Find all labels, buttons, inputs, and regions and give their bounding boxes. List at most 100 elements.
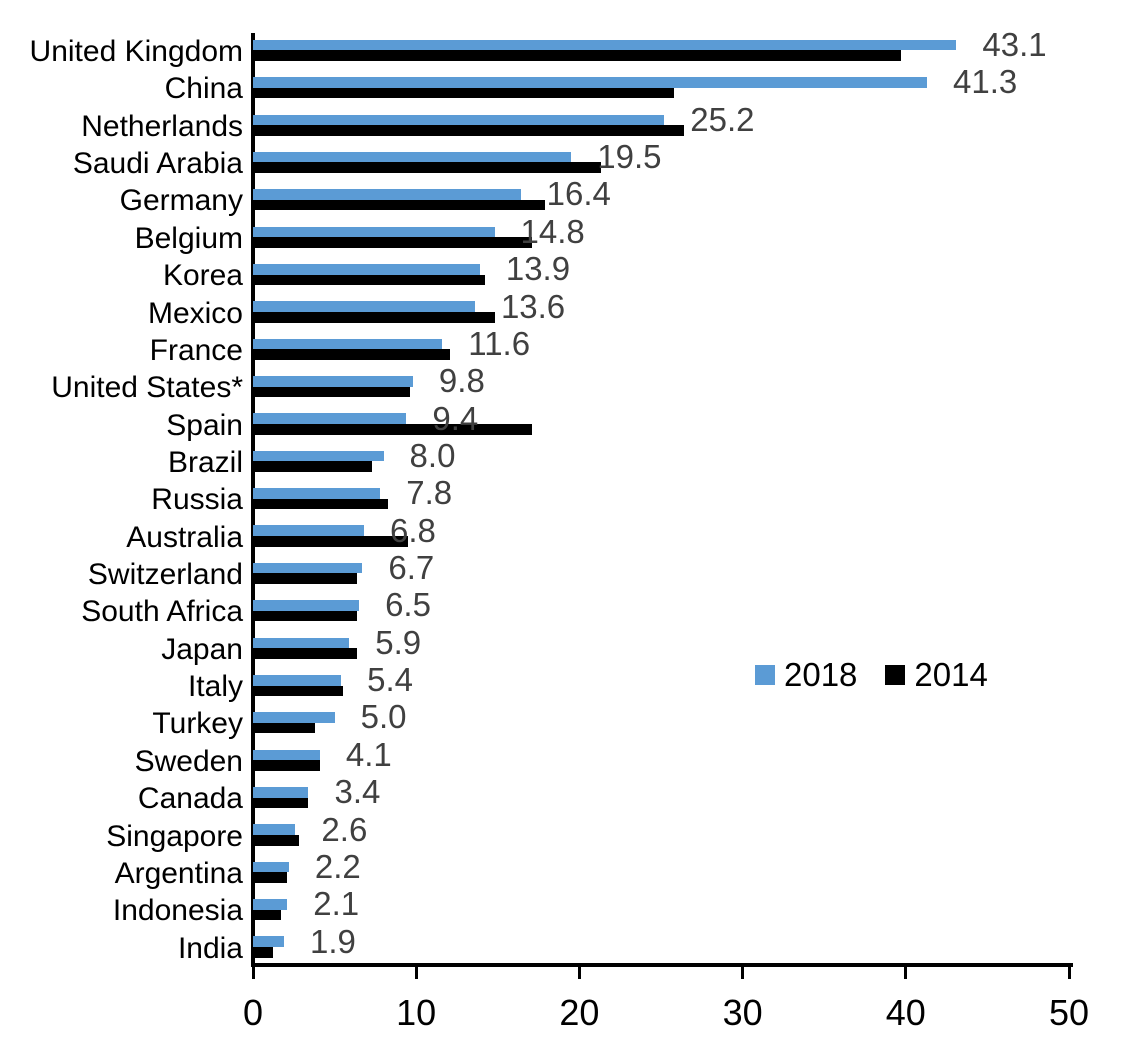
data-label: 2.1: [313, 885, 360, 923]
bar-2014: [253, 386, 410, 398]
bar-2014: [253, 909, 281, 921]
x-axis-tick-label: 0: [242, 992, 264, 1033]
data-label: 6.8: [389, 511, 436, 549]
bar-2018: [253, 600, 360, 611]
bar-2014: [253, 423, 533, 435]
bar-row: 5.9: [253, 624, 1069, 668]
bar-2014: [253, 797, 309, 809]
x-axis-tick: [577, 967, 581, 979]
bar-2014: [253, 349, 451, 360]
plot-area: 43.1 41.3 25.2 19.5 16.4 14.8 13.9 13.6 11.6 9.8 9…: [253, 27, 1069, 967]
bar-2018: [253, 263, 480, 275]
bar-2014: [253, 162, 601, 174]
bar-2018: [253, 39, 957, 51]
bar-2014: [253, 199, 546, 211]
category-label: Mexico: [147, 296, 243, 330]
data-label: 16.4: [546, 175, 611, 213]
category-label: France: [149, 333, 243, 367]
bar-2018: [253, 674, 342, 686]
category-label: Brazil: [167, 445, 243, 479]
data-label: 2.6: [321, 810, 368, 848]
bar-row: 2.2: [253, 848, 1069, 892]
bar-2014: [253, 834, 299, 846]
category-label: Germany: [119, 184, 243, 218]
bar-row: 6.5: [253, 587, 1069, 630]
bar-row: 1.9: [253, 923, 1069, 967]
x-axis-tick: [251, 967, 255, 979]
bar-2014: [253, 947, 273, 958]
category-label: Saudi Arabia: [72, 147, 243, 181]
bar-row: 25.2: [253, 101, 1069, 145]
bar-row: 16.4: [253, 176, 1069, 219]
bar-2014: [253, 610, 358, 622]
bar-row: 6.8: [253, 512, 1069, 556]
category-label: Russia: [151, 483, 243, 517]
bar-row: 7.8: [253, 475, 1069, 518]
bar-2018: [253, 824, 296, 835]
data-label: 5.4: [367, 661, 413, 699]
x-axis-tick: [904, 967, 908, 979]
bar-2018: [253, 189, 521, 200]
category-label: Korea: [162, 259, 243, 293]
x-axis-tick-label: 10: [396, 992, 437, 1033]
data-label: 9.4: [432, 399, 479, 437]
bar-2018: [253, 488, 381, 499]
legend-swatch-2014: [885, 665, 906, 685]
bar-2014: [253, 125, 684, 136]
data-label: 5.9: [375, 623, 422, 661]
bar-2018: [253, 936, 284, 948]
legend-label-2018: 2018: [784, 656, 858, 693]
legend-swatch-2018: [755, 665, 775, 685]
bar-row: 3.4: [253, 774, 1069, 817]
category-label: China: [164, 72, 243, 106]
category-label: Australia: [126, 520, 243, 554]
bar-row: 41.3: [253, 64, 1069, 107]
bar-2018: [253, 786, 309, 798]
bar-2018: [253, 77, 928, 88]
bar-2014: [253, 274, 485, 286]
x-axis-tick-label: 50: [1048, 992, 1090, 1033]
data-label: 9.8: [438, 362, 485, 400]
bar-row: 14.8: [253, 213, 1069, 257]
data-label: 8.0: [409, 436, 456, 474]
bar-2014: [253, 237, 533, 248]
data-label: 11.6: [468, 324, 531, 362]
bar-row: 19.5: [253, 139, 1069, 182]
bar-2014: [253, 648, 358, 659]
data-label: 14.8: [520, 212, 585, 250]
bar-row: 13.9: [253, 251, 1069, 294]
bar-2014: [253, 536, 409, 547]
x-axis-tick-label: 30: [722, 992, 763, 1033]
x-axis-tick-label: 40: [885, 992, 926, 1033]
bar-2018: [253, 376, 413, 387]
bar-2014: [253, 872, 288, 883]
bar-row: 9.8: [253, 363, 1069, 406]
data-label: 3.4: [334, 773, 381, 811]
data-label: 13.9: [505, 250, 571, 288]
x-axis-tick: [1067, 967, 1071, 979]
bar-row: 9.4: [253, 400, 1069, 444]
bar-2014: [253, 498, 389, 510]
bar-row: 5.4: [253, 662, 1069, 705]
bar-2014: [253, 87, 675, 99]
data-label: 13.6: [500, 287, 566, 325]
bar-2018: [253, 712, 335, 723]
bar-2014: [253, 311, 495, 323]
data-label: 6.7: [388, 549, 435, 587]
legend-entry-2014: 2014: [885, 656, 988, 693]
legend: 2018 2014: [755, 656, 988, 693]
bar-row: 6.7: [253, 550, 1069, 593]
bar-row: 11.6: [253, 325, 1069, 369]
x-axis-line: [251, 963, 1073, 967]
bar-2018: [253, 749, 320, 761]
bar-2018: [253, 450, 384, 462]
data-label: 41.3: [953, 63, 1018, 101]
bar-2018: [253, 151, 572, 163]
legend-label-2014: 2014: [914, 656, 988, 693]
category-label: Sweden: [134, 744, 243, 778]
data-label: 6.5: [385, 586, 431, 624]
bar-row: 5.0: [253, 699, 1069, 742]
legend-entry-2018: 2018: [755, 656, 858, 693]
category-label: South Africa: [81, 595, 243, 629]
bar-2018: [253, 338, 443, 350]
